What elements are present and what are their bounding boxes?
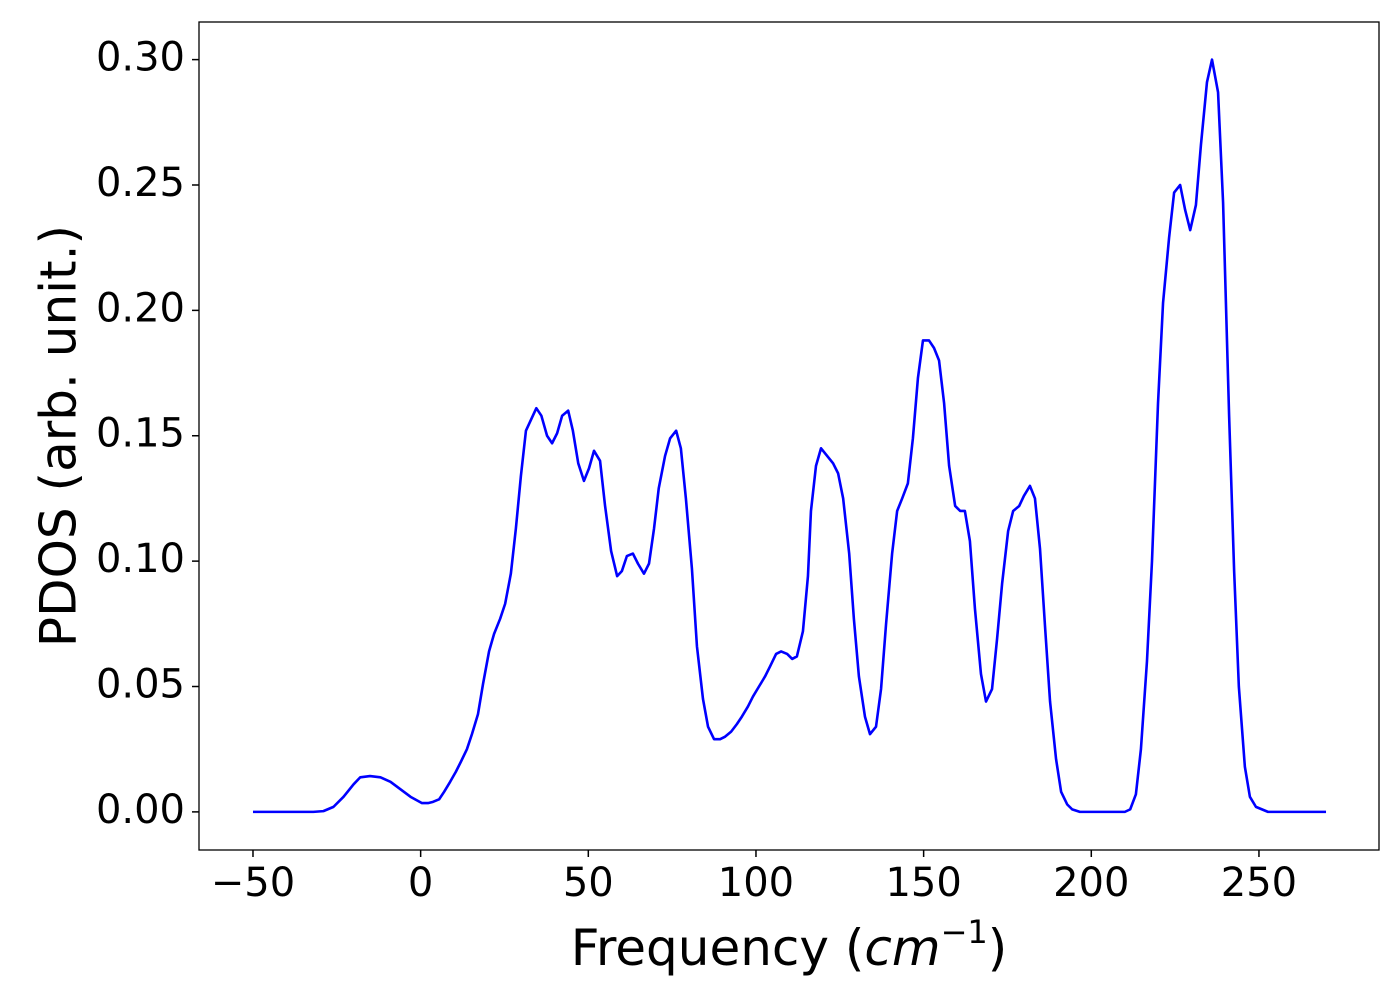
x-axis-label-text: Frequency (	[571, 919, 865, 977]
x-tick-label: 150	[885, 860, 961, 906]
y-tick-label: 0.05	[96, 662, 185, 708]
y-axis-label: PDOS (arb. unit.)	[30, 225, 88, 647]
y-tick-label: 0.20	[96, 285, 185, 331]
x-axis-label-text: )	[988, 919, 1008, 977]
x-axis-label: Frequency (cm−1)	[571, 913, 1008, 977]
y-tick-label: 0.00	[96, 787, 185, 833]
y-tick-label: 0.15	[96, 411, 185, 457]
x-tick-label: 50	[563, 860, 614, 906]
y-tick-label: 0.10	[96, 536, 185, 582]
y-tick-label: 0.25	[96, 160, 185, 206]
x-axis-label-unit: cm	[864, 919, 940, 977]
x-tick-label: 250	[1221, 860, 1297, 906]
x-tick-label: 100	[718, 860, 794, 906]
y-tick-label: 0.30	[96, 35, 185, 81]
x-axis-label-exponent: −1	[941, 913, 988, 951]
pdos-line	[252, 58, 1327, 814]
x-tick-label: −50	[211, 860, 295, 906]
x-tick-label: 200	[1053, 860, 1129, 906]
x-tick-label: 0	[408, 860, 433, 906]
plot-frame	[198, 21, 1380, 851]
